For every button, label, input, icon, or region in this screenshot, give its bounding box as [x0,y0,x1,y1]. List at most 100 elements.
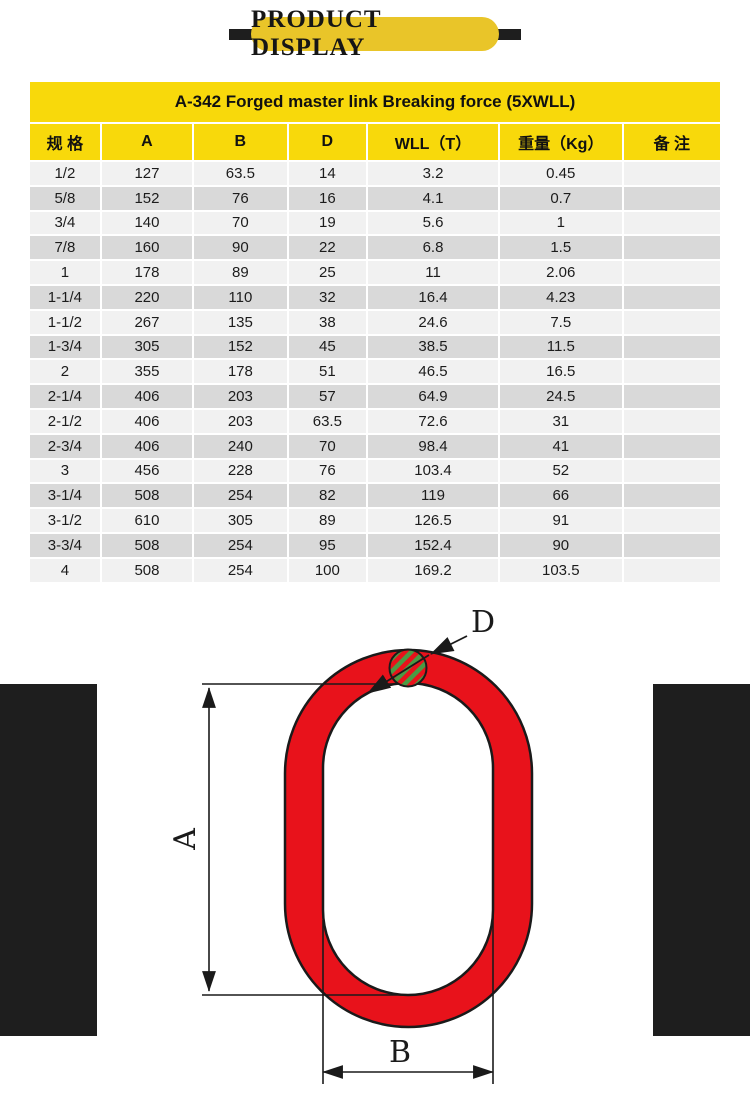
column-header: 重量（Kg） [499,124,622,160]
table-cell: 2-1/4 [30,385,100,408]
table-cell: 16.4 [368,285,498,309]
dimension-a: A [168,683,407,996]
table-cell: 152.4 [368,533,498,557]
table-cell: 152 [194,335,287,359]
table-cell: 72.6 [368,409,498,433]
table-cell [623,434,720,458]
table-cell: 178 [194,360,287,384]
table-cell: 45 [288,335,367,359]
table-cell: 152 [101,186,193,210]
table-cell: 11.5 [499,335,622,359]
table-cell: 98.4 [368,434,498,458]
right-black-panel [653,684,750,1036]
table-cell: 89 [288,509,367,532]
table-cell: 1 [30,261,100,284]
table-cell: 1.5 [499,236,622,260]
table-cell [623,484,720,508]
table-cell: 305 [101,335,193,359]
table-cell: 76 [288,459,367,483]
table-cell: 63.5 [288,409,367,433]
table-cell [623,385,720,408]
table-cell: 3.2 [368,162,498,185]
table-cell: 254 [194,533,287,557]
table-cell: 66 [499,484,622,508]
table-cell: 16 [288,186,367,210]
banner-title: PRODUCT DISPLAY [251,6,382,61]
master-link-ring [283,648,534,1029]
table-cell: 140 [101,211,193,235]
table-cell: 38.5 [368,335,498,359]
table-cell [623,509,720,532]
table-cell: 24.6 [368,310,498,334]
table-cell [623,236,720,260]
table-cell: 7.5 [499,310,622,334]
table-cell: 406 [101,409,193,433]
dimension-b: B [322,912,494,1084]
table-cell [623,186,720,210]
table-cell: 4.23 [499,285,622,309]
table-cell: 2-1/2 [30,409,100,433]
table-cell: 82 [288,484,367,508]
table-cell: 100 [288,558,367,582]
table-cell: 228 [194,459,287,483]
table-cell: 610 [101,509,193,532]
table-cell: 32 [288,285,367,309]
table-cell: 1-3/4 [30,335,100,359]
table-cell: 305 [194,509,287,532]
table-cell: 1-1/2 [30,310,100,334]
column-header: B [194,124,287,160]
table-cell: 3-3/4 [30,533,100,557]
table-cell: 90 [194,236,287,260]
label-d: D [471,605,495,640]
table-cell: 63.5 [194,162,287,185]
table-cell: 127 [101,162,193,185]
table-cell: 41 [499,434,622,458]
table-cell: 110 [194,285,287,309]
table-cell: 508 [101,484,193,508]
table-cell: 135 [194,310,287,334]
table-cell: 119 [368,484,498,508]
table-cell: 203 [194,409,287,433]
table-cell: 220 [101,285,193,309]
dimension-d: D [367,605,495,694]
table-cell: 89 [194,261,287,284]
table-cell: 2.06 [499,261,622,284]
table-title: A-342 Forged master link Breaking force … [30,82,720,122]
table-cell: 51 [288,360,367,384]
table-cell: 46.5 [368,360,498,384]
table-body: 1/2 127 63.5 14 3.2 0.45 5/8 152 76 16 4.1 0.7 3/4 14… [30,162,720,582]
table-cell: 240 [194,434,287,458]
table-cell: 22 [288,236,367,260]
table-cell: 5/8 [30,186,100,210]
table-cell: 103.5 [499,558,622,582]
table-cell: 14 [288,162,367,185]
table-cell: 254 [194,558,287,582]
table-cell [623,285,720,309]
column-header: WLL（T） [368,124,498,160]
table-cell [623,459,720,483]
column-header: 备 注 [623,124,720,160]
table-cell: 3/4 [30,211,100,235]
column-header: 规 格 [30,124,100,160]
table-cell: 64.9 [368,385,498,408]
column-header: D [288,124,367,160]
table-cell: 3 [30,459,100,483]
table-cell: 103.4 [368,459,498,483]
label-a: A [168,828,203,851]
table-cell: 70 [288,434,367,458]
table-cell: 406 [101,385,193,408]
banner-pill: PRODUCT DISPLAY [251,6,499,61]
table-cell: 76 [194,186,287,210]
table-cell: 19 [288,211,367,235]
table-cell: 178 [101,261,193,284]
master-link-drawing: D A B [168,605,534,1084]
table-cell: 38 [288,310,367,334]
table-cell [623,409,720,433]
table-cell: 508 [101,533,193,557]
table-cell: 57 [288,385,367,408]
table-cell: 1 [499,211,622,235]
table-cell: 31 [499,409,622,433]
table-cell [623,335,720,359]
table-cell: 0.7 [499,186,622,210]
